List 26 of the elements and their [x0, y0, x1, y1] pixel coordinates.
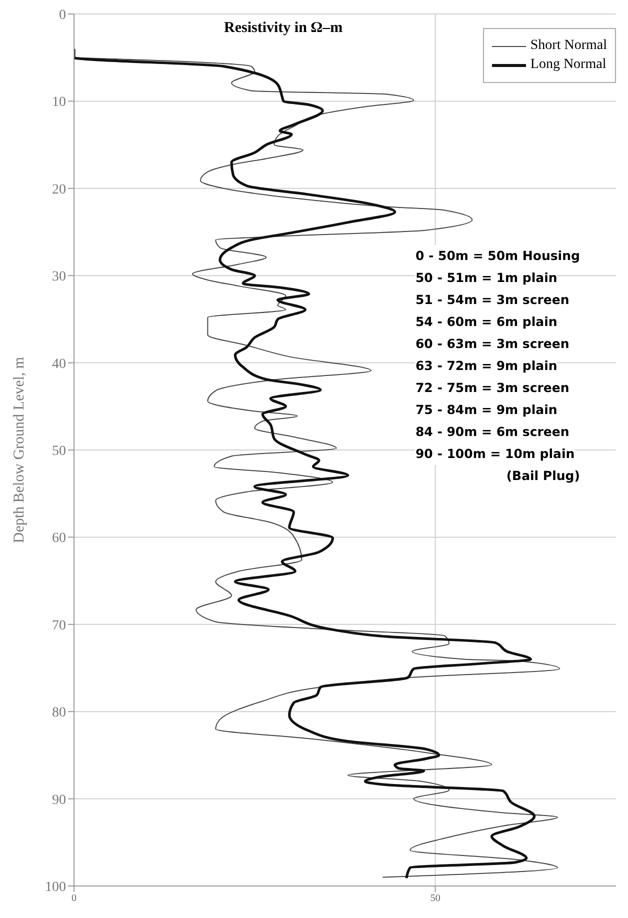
y-tick-label: 40 — [52, 356, 66, 372]
legend-label: Long Normal — [529, 57, 607, 73]
annotation: 72 - 75m = 3m screen — [415, 377, 570, 400]
annotation: 84 - 90m = 6m screen — [415, 421, 570, 444]
annotation: 63 - 72m = 9m plain — [415, 355, 558, 378]
y-axis-title: Depth Below Ground Level, m — [11, 356, 28, 544]
y-tick-label: 30 — [52, 270, 66, 285]
y-tick-label: 80 — [52, 706, 66, 721]
y-tick-label: 70 — [52, 618, 66, 634]
y-tick-label: 60 — [52, 531, 66, 546]
y-tick-label: 0 — [59, 8, 66, 23]
annotation: 54 - 60m = 6m plain — [415, 311, 558, 334]
y-tick-label: 100 — [45, 880, 66, 895]
y-tick-label: 50 — [52, 444, 66, 459]
y-tick-label: 90 — [52, 792, 66, 808]
annotation: 50 - 51m = 1m plain — [415, 267, 558, 290]
y-tick-label: 20 — [52, 182, 66, 198]
chart-title: Resistivity in Ω–m — [224, 20, 343, 37]
legend-label: Short Normal — [529, 38, 607, 54]
annotation: 51 - 54m = 3m screen — [415, 289, 570, 312]
annotation: 90 - 100m = 10m plain — [415, 443, 575, 466]
annotation: (Bail Plug) — [506, 465, 580, 488]
annotation: 0 - 50m = 50m Housing — [415, 245, 580, 268]
annotation: 75 - 84m = 9m plain — [415, 399, 558, 422]
annotation: 60 - 63m = 3m screen — [415, 333, 570, 356]
y-tick-label: 10 — [52, 95, 66, 110]
